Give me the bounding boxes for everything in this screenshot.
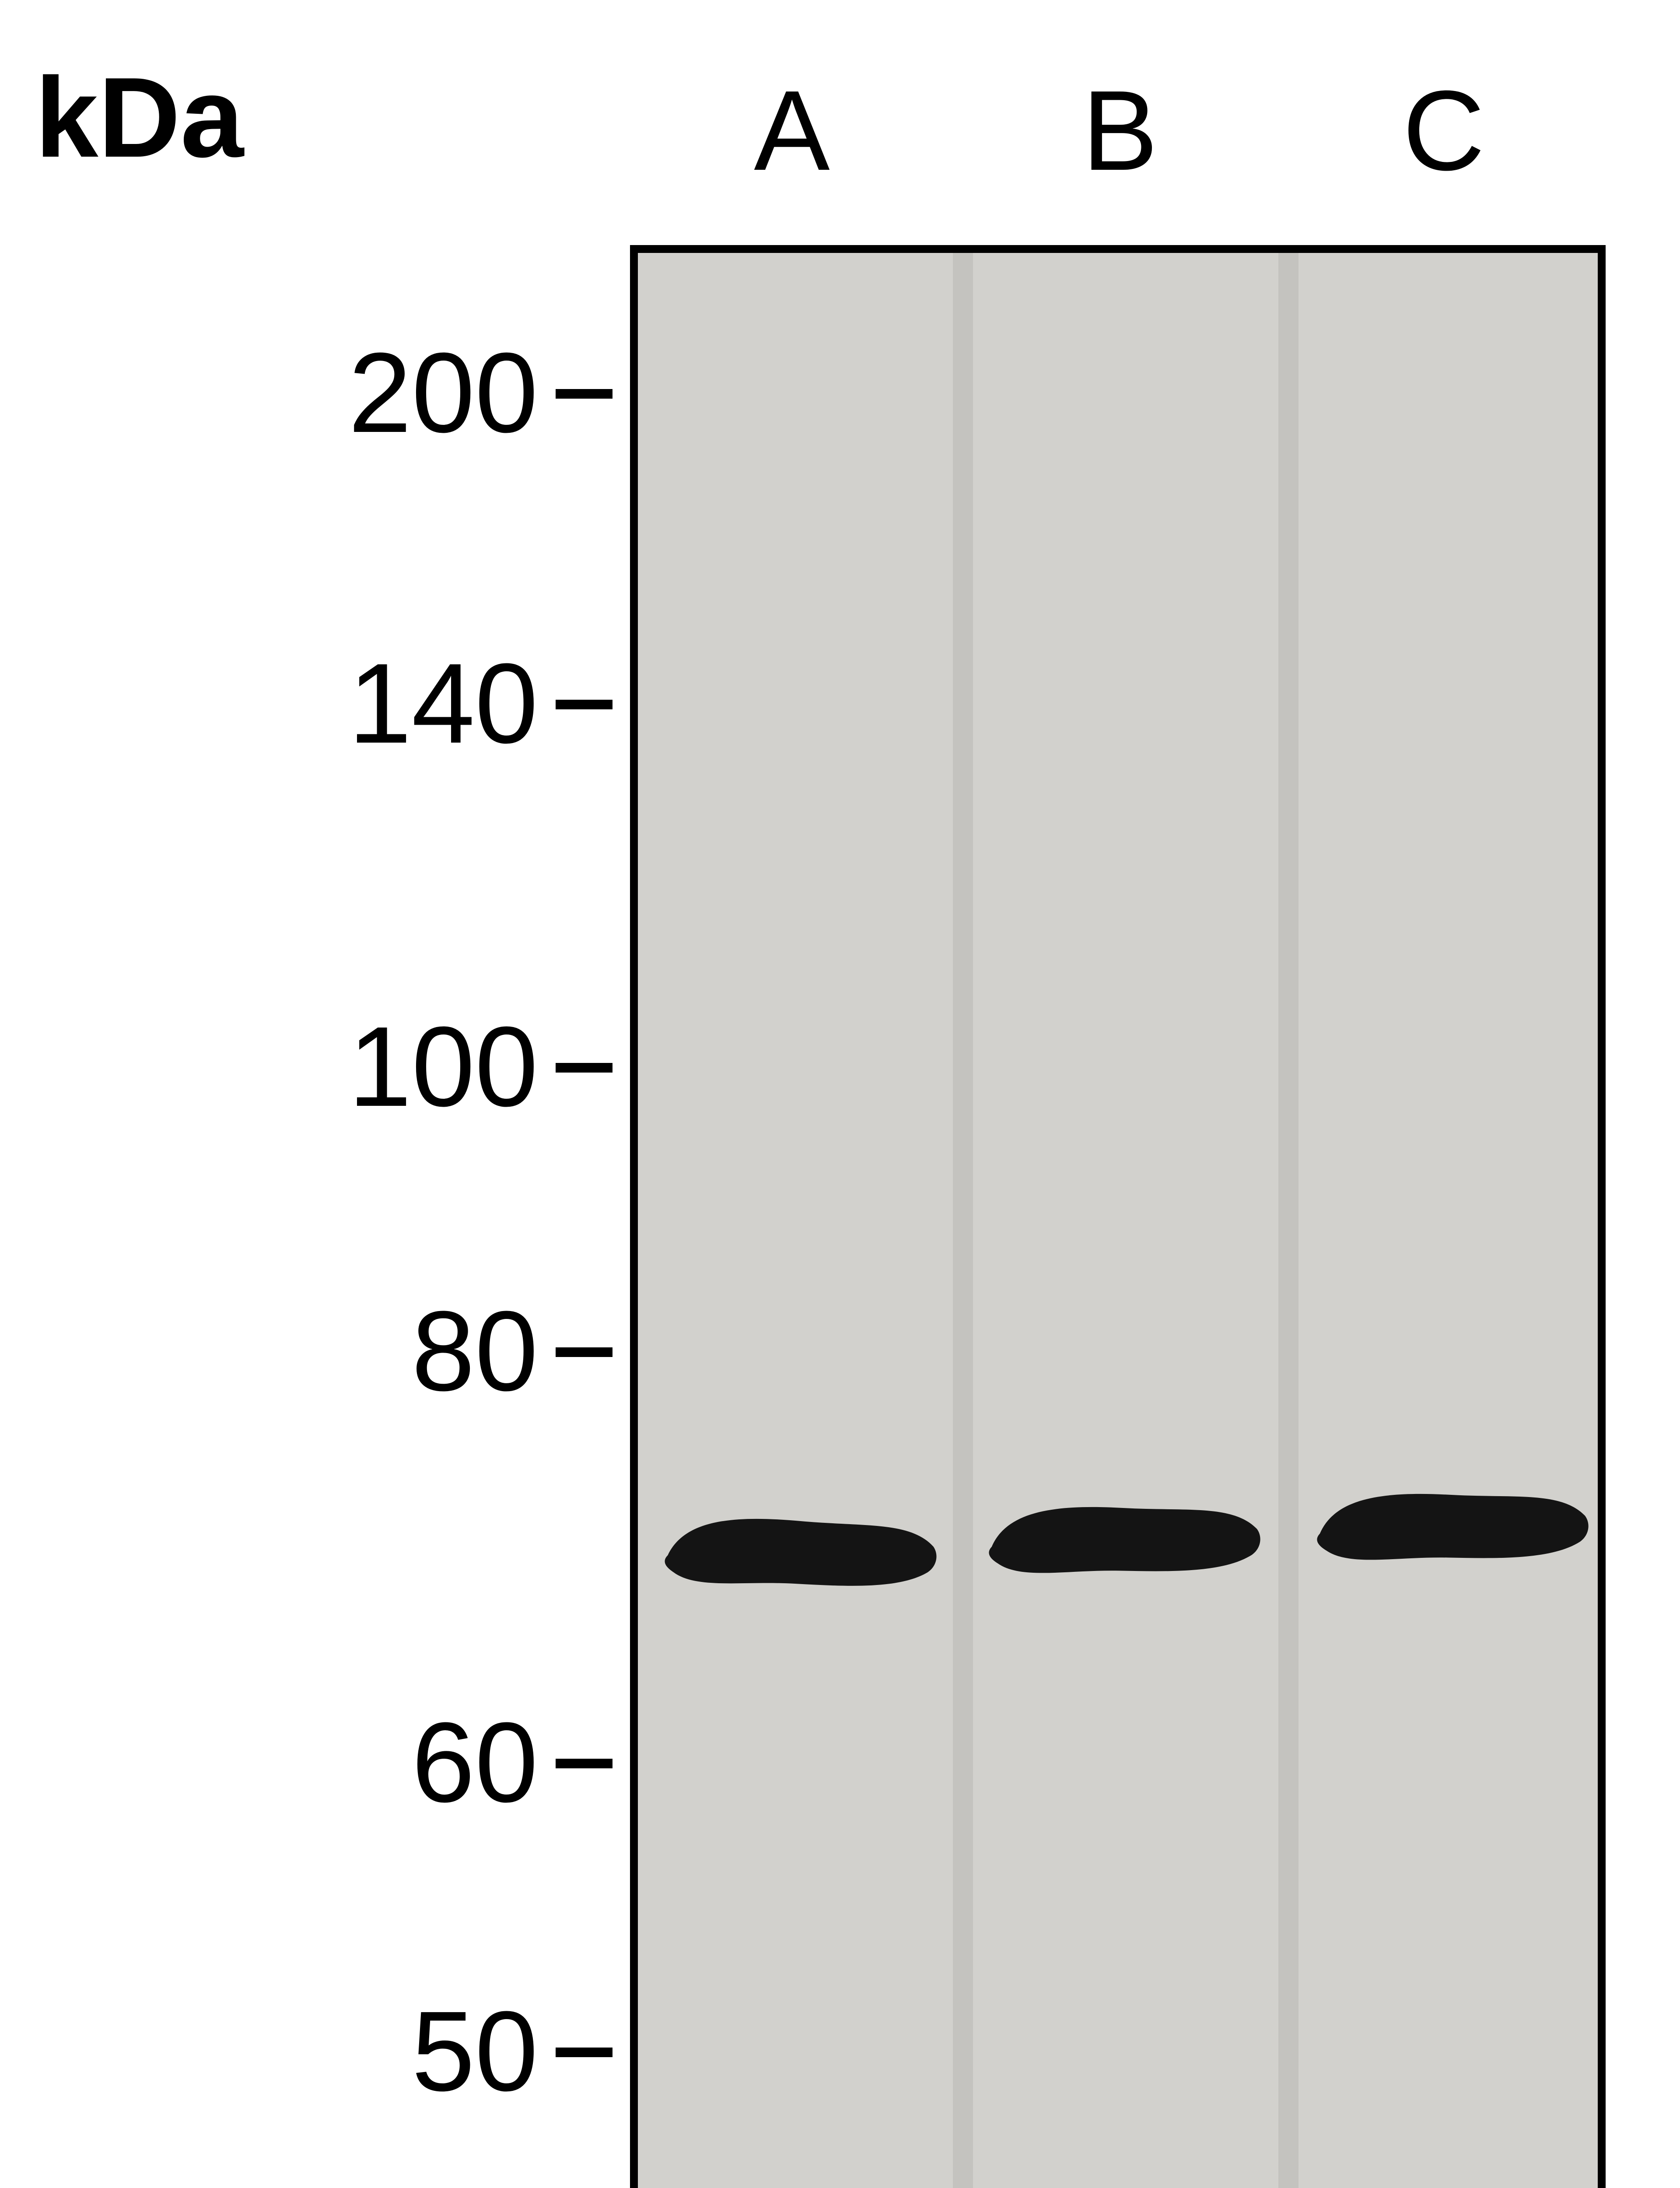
tick-label: 50 — [0, 1986, 538, 2117]
protein-band — [979, 1492, 1270, 1587]
tick-label: 60 — [0, 1697, 538, 1828]
blot-background — [638, 253, 1598, 2188]
figure-root: kDa ABC 200140100806050403020 — [0, 0, 1680, 2188]
tick-label: 200 — [0, 328, 538, 459]
axis-unit-label: kDa — [35, 53, 244, 183]
tick-mark — [556, 1347, 612, 1357]
lane-divider — [953, 253, 973, 2188]
lane-label: B — [1068, 66, 1172, 196]
tick-mark — [556, 1063, 612, 1073]
tick-label: 80 — [0, 1286, 538, 1417]
protein-band — [1307, 1479, 1598, 1574]
tick-label: 140 — [0, 638, 538, 769]
blot-frame — [630, 245, 1606, 2188]
lane-label: C — [1391, 66, 1496, 196]
tick-mark — [556, 389, 612, 399]
tick-mark — [556, 2048, 612, 2057]
protein-band — [656, 1510, 945, 1595]
lane-label: A — [739, 66, 844, 196]
tick-label: 100 — [0, 1002, 538, 1133]
tick-mark — [556, 1759, 612, 1768]
tick-mark — [556, 700, 612, 709]
lane-divider — [1278, 253, 1298, 2188]
